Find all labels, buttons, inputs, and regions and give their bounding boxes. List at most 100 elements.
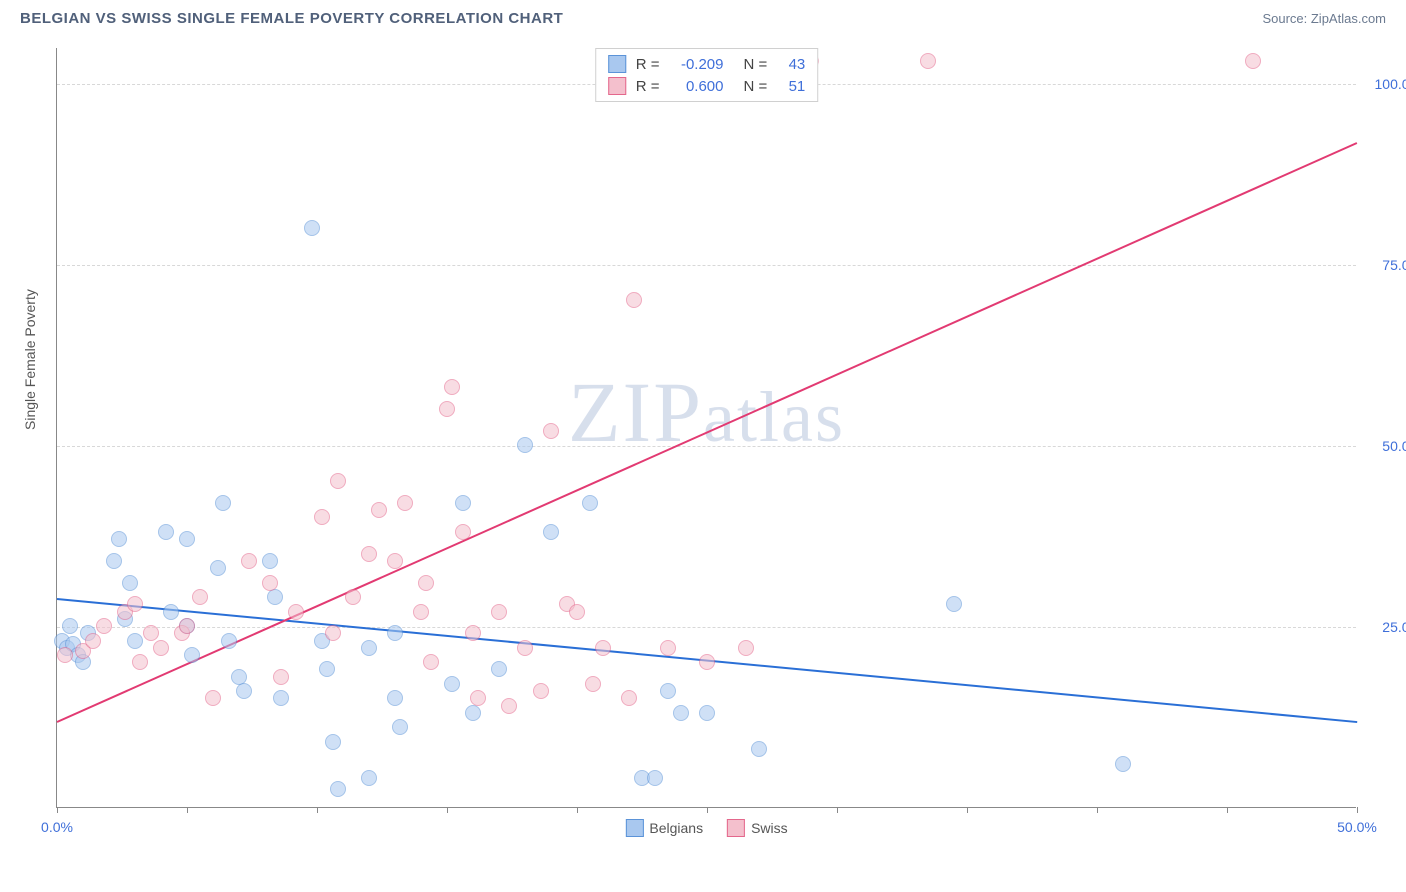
legend-swatch: [608, 77, 626, 95]
data-point-belgians: [946, 596, 962, 612]
data-point-swiss: [595, 640, 611, 656]
data-point-belgians: [361, 640, 377, 656]
data-point-swiss: [192, 589, 208, 605]
data-point-belgians: [221, 633, 237, 649]
series-legend-label: Belgians: [649, 820, 703, 836]
data-point-swiss: [455, 524, 471, 540]
data-point-swiss: [262, 575, 278, 591]
data-point-swiss: [491, 604, 507, 620]
data-point-swiss: [132, 654, 148, 670]
x-tick: [967, 807, 968, 813]
x-tick: [837, 807, 838, 813]
n-value: 51: [777, 78, 805, 95]
y-axis-title: Single Female Poverty: [22, 289, 38, 430]
data-point-swiss: [418, 575, 434, 591]
data-point-belgians: [660, 683, 676, 699]
data-point-swiss: [288, 604, 304, 620]
r-value: -0.209: [670, 56, 724, 73]
data-point-belgians: [106, 553, 122, 569]
data-point-swiss: [361, 546, 377, 562]
data-point-swiss: [423, 654, 439, 670]
data-point-swiss: [273, 669, 289, 685]
n-value: 43: [777, 56, 805, 73]
data-point-swiss: [920, 53, 936, 69]
chart-title: BELGIAN VS SWISS SINGLE FEMALE POVERTY C…: [20, 10, 563, 27]
data-point-belgians: [543, 524, 559, 540]
data-point-belgians: [62, 618, 78, 634]
data-point-belgians: [122, 575, 138, 591]
data-point-swiss: [444, 379, 460, 395]
data-point-belgians: [387, 690, 403, 706]
r-label: R =: [636, 56, 660, 73]
data-point-swiss: [543, 423, 559, 439]
gridline-h: [57, 627, 1356, 628]
series-legend-label: Swiss: [751, 820, 788, 836]
legend-swatch: [608, 55, 626, 73]
correlation-legend-row: R = -0.209 N = 43: [608, 53, 806, 75]
data-point-belgians: [455, 495, 471, 511]
data-point-swiss: [660, 640, 676, 656]
series-legend-item: Swiss: [727, 819, 788, 837]
data-point-belgians: [491, 661, 507, 677]
data-point-belgians: [262, 553, 278, 569]
data-point-belgians: [319, 661, 335, 677]
gridline-h: [57, 446, 1356, 447]
data-point-swiss: [143, 625, 159, 641]
data-point-belgians: [392, 719, 408, 735]
x-tick: [707, 807, 708, 813]
n-label: N =: [744, 78, 768, 95]
data-point-belgians: [751, 741, 767, 757]
r-value: 0.600: [670, 78, 724, 95]
data-point-swiss: [205, 690, 221, 706]
data-point-belgians: [444, 676, 460, 692]
x-tick: [57, 807, 58, 813]
r-label: R =: [636, 78, 660, 95]
data-point-belgians: [465, 705, 481, 721]
n-label: N =: [744, 56, 768, 73]
data-point-swiss: [241, 553, 257, 569]
data-point-swiss: [439, 401, 455, 417]
data-point-swiss: [501, 698, 517, 714]
data-point-swiss: [371, 502, 387, 518]
x-tick: [577, 807, 578, 813]
series-legend-item: Belgians: [625, 819, 703, 837]
data-point-swiss: [345, 589, 361, 605]
data-point-swiss: [517, 640, 533, 656]
data-point-belgians: [517, 437, 533, 453]
data-point-swiss: [179, 618, 195, 634]
legend-swatch: [727, 819, 745, 837]
data-point-belgians: [127, 633, 143, 649]
data-point-belgians: [273, 690, 289, 706]
source-label: Source: ZipAtlas.com: [1262, 11, 1386, 26]
data-point-belgians: [330, 781, 346, 797]
data-point-belgians: [210, 560, 226, 576]
data-point-swiss: [585, 676, 601, 692]
watermark-text: ZIPatlas: [568, 362, 845, 462]
data-point-belgians: [304, 220, 320, 236]
data-point-swiss: [397, 495, 413, 511]
y-tick-label: 75.0%: [1362, 257, 1406, 273]
data-point-swiss: [470, 690, 486, 706]
x-tick: [1097, 807, 1098, 813]
data-point-belgians: [111, 531, 127, 547]
legend-swatch: [625, 819, 643, 837]
data-point-swiss: [57, 647, 73, 663]
data-point-belgians: [325, 734, 341, 750]
gridline-h: [57, 265, 1356, 266]
data-point-belgians: [387, 625, 403, 641]
data-point-swiss: [96, 618, 112, 634]
data-point-belgians: [267, 589, 283, 605]
data-point-swiss: [153, 640, 169, 656]
y-tick-label: 50.0%: [1362, 438, 1406, 454]
correlation-legend: R = -0.209 N = 43 R = 0.600 N = 51: [595, 48, 819, 102]
data-point-swiss: [325, 625, 341, 641]
data-point-belgians: [1115, 756, 1131, 772]
data-point-swiss: [738, 640, 754, 656]
x-tick: [1357, 807, 1358, 813]
data-point-swiss: [626, 292, 642, 308]
data-point-belgians: [158, 524, 174, 540]
x-tick-label: 0.0%: [41, 819, 73, 835]
data-point-belgians: [647, 770, 663, 786]
x-tick: [187, 807, 188, 813]
data-point-swiss: [569, 604, 585, 620]
